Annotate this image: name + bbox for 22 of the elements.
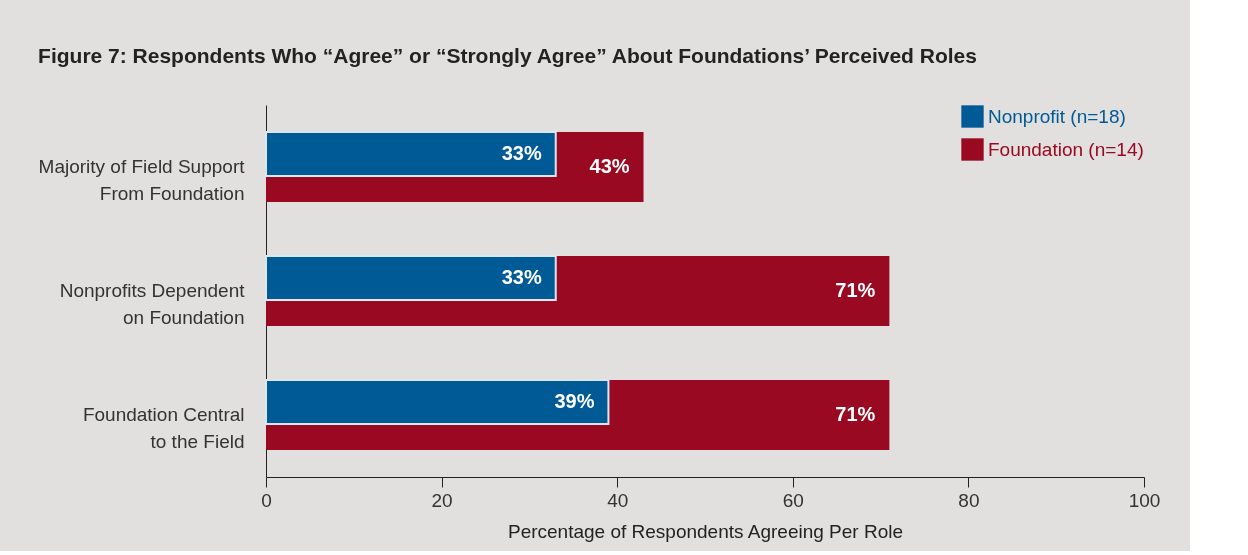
x-tick-label: 100 (1128, 489, 1161, 511)
y-tick-label: Nonprofits Dependent on Foundation (59, 280, 246, 328)
x-tick-label: 40 (607, 489, 629, 511)
y-tick-label: Foundation Central to the Field (82, 404, 245, 452)
data-label: 71% (835, 279, 876, 301)
x-tick-label: 20 (431, 489, 453, 511)
data-label: 39% (554, 390, 595, 412)
data-label: 71% (835, 403, 876, 425)
bar (265, 379, 610, 425)
chart-title: Figure 7: Respondents Who “Agree” or “Strongly Agree” About Foundations’ Perceived Roles (38, 44, 977, 67)
data-label: 43% (589, 155, 630, 177)
bar (265, 131, 557, 177)
x-tick-label: 60 (782, 489, 804, 511)
x-axis-title: Percentage of Respondents Agreeing Per Role (507, 520, 904, 542)
legend-label: Foundation (n=14) (988, 138, 1144, 160)
x-tick-label: 0 (261, 489, 272, 511)
data-label: 33% (501, 142, 542, 164)
y-tick-label: Majority of Field Support From Foundation (38, 156, 246, 204)
data-label: 33% (501, 266, 542, 288)
x-tick-label: 80 (958, 489, 980, 511)
legend-label: Nonprofit (n=18) (988, 105, 1126, 127)
bar (265, 255, 557, 301)
